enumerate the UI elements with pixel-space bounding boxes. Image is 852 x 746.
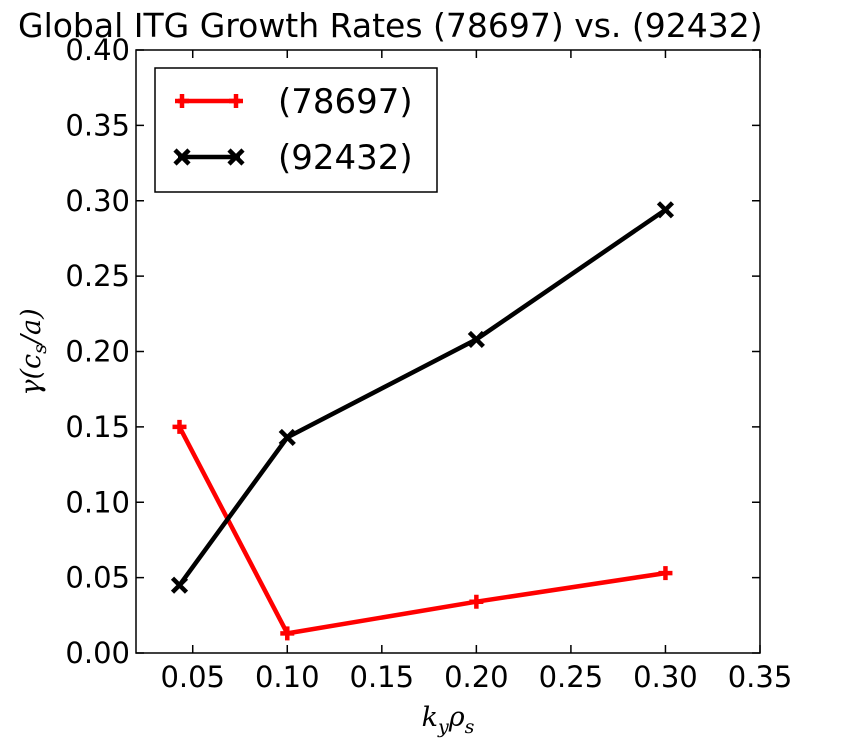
x-tick-label: 0.30	[633, 660, 698, 694]
x-tick-label: 0.20	[444, 660, 509, 694]
y-axis-label: γ(cs/a)	[16, 308, 51, 395]
x-tick-label: 0.10	[255, 660, 320, 694]
y-tick-label: 0.35	[65, 108, 130, 142]
y-tick-label: 0.05	[65, 561, 130, 595]
x-marker	[278, 428, 296, 447]
plus-marker	[172, 419, 187, 434]
x-marker	[170, 576, 189, 594]
x-marker	[467, 330, 485, 349]
y-tick-label: 0.10	[65, 485, 130, 519]
y-tick-label: 0.15	[65, 410, 130, 444]
legend-box	[154, 67, 438, 193]
x-axis: 0.05 0.10 0.15 0.20 0.25 0.30 0.35	[160, 50, 792, 694]
series-line	[177, 207, 667, 587]
legend: (78697) (92432)	[154, 67, 438, 193]
x-marker	[227, 148, 245, 166]
y-tick-label: 0.20	[65, 335, 130, 369]
legend-label: (78697)	[278, 82, 413, 122]
svg-text:γ(cs/a): γ(cs/a)	[16, 308, 51, 395]
legend-label: (92432)	[278, 138, 413, 178]
y-tick-label: 0.00	[65, 636, 130, 670]
y-tick-label: 0.40	[65, 33, 130, 67]
x-tick-label: 0.15	[350, 660, 415, 694]
x-tick-label: 0.25	[539, 660, 604, 694]
plus-marker	[229, 94, 243, 108]
y-tick-label: 0.30	[65, 184, 130, 218]
svg-text:kyρs: kyρs	[422, 702, 475, 738]
plus-marker	[280, 626, 295, 641]
x-marker	[173, 148, 191, 166]
x-axis-label: kyρs	[422, 702, 475, 738]
x-marker	[656, 201, 675, 219]
series-layer	[170, 201, 675, 641]
plus-marker	[469, 594, 484, 609]
chart-title: Global ITG Growth Rates (78697) vs. (924…	[18, 6, 763, 45]
x-tick-label: 0.35	[728, 660, 793, 694]
y-tick-label: 0.25	[65, 259, 130, 293]
plus-marker	[175, 94, 189, 108]
plus-marker	[658, 566, 673, 581]
x-tick-label: 0.05	[160, 660, 225, 694]
y-axis: 0.00 0.05 0.10 0.15 0.20 0.25 0.30 0.35 0.40	[65, 33, 760, 670]
series-line	[177, 425, 666, 636]
